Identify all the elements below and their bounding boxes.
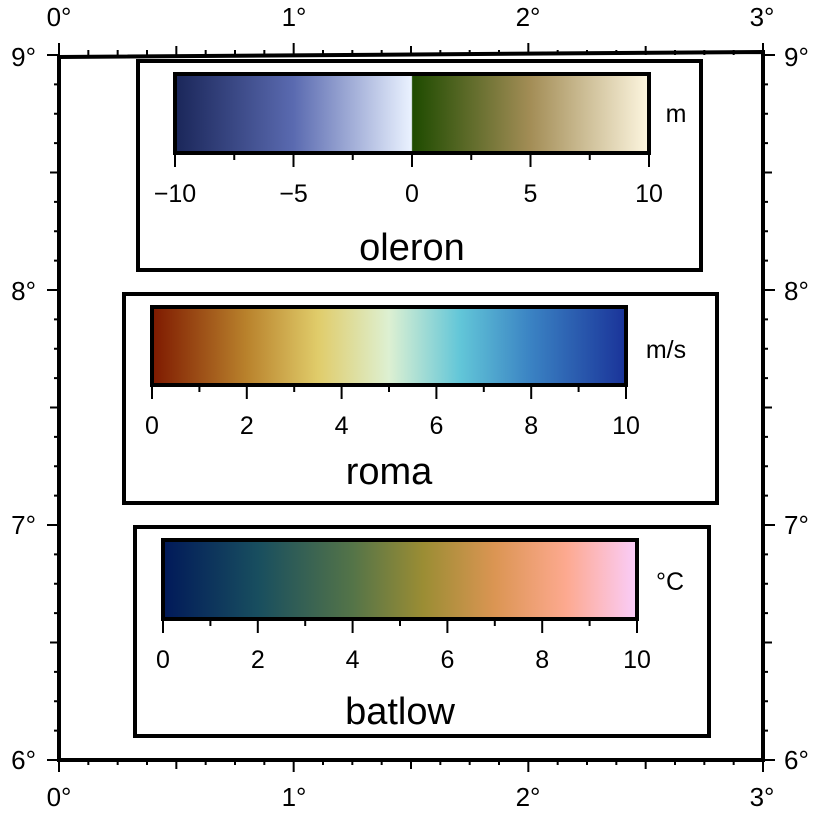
colorbar-title-roma: roma: [346, 451, 433, 493]
lat-label-left: 7°: [11, 510, 36, 540]
colorbar-tick-label: 5: [524, 180, 538, 208]
lon-label-bottom: 2°: [516, 782, 541, 812]
lon-labels-bottom: 0° 1° 2° 3°: [47, 782, 775, 812]
colorbar-title-batlow: batlow: [345, 691, 455, 733]
lat-label-right: 7°: [784, 510, 809, 540]
colorbar-tick-label: 8: [524, 412, 538, 440]
colorbar-tick-label: 10: [612, 412, 640, 440]
lon-labels-top: 0° 1° 2° 3°: [47, 2, 775, 32]
lon-label-top: 1°: [282, 2, 307, 32]
lat-label-right: 9°: [784, 42, 809, 72]
lon-label-bottom: 0°: [47, 782, 72, 812]
colorbar-tick-label: −10: [154, 180, 196, 208]
colorbar-panel-batlow: 0 2 4 6 8 10 °C batlow: [133, 525, 711, 738]
lon-label-top: 2°: [516, 2, 541, 32]
colorbar-title-oleron: oleron: [359, 227, 465, 269]
lat-label-left: 6°: [11, 745, 36, 775]
colorbar-ticks-oleron: [174, 153, 650, 167]
lon-label-bottom: 3°: [750, 782, 775, 812]
lon-label-top: 0°: [47, 2, 72, 32]
colorbar-tick-label: 10: [635, 180, 663, 208]
colorbar-ticks-batlow: [162, 619, 638, 633]
colorbar-tick-label: 0: [405, 180, 419, 208]
colorbar-tick-label: 4: [335, 412, 349, 440]
colorbar-tick-label: 8: [535, 646, 549, 674]
lat-labels-left: 9° 8° 7° 6°: [11, 42, 36, 775]
lon-label-top: 3°: [750, 2, 775, 32]
colorbar-panel-oleron: −10 −5 0 5 10 m oleron: [136, 59, 703, 272]
lat-label-left: 9°: [11, 42, 36, 72]
lon-label-bottom: 1°: [282, 782, 307, 812]
colorbar-roma: [150, 305, 628, 387]
frame-ticks: [47, 43, 775, 772]
colorbar-tick-labels-batlow: 0 2 4 6 8 10: [156, 646, 651, 674]
colorbar-unit-roma: m/s: [646, 336, 686, 364]
colorbar-panel-roma: 0 2 4 6 8 10 m/s roma: [122, 292, 719, 505]
colorbar-unit-oleron: m: [666, 100, 687, 128]
colorbar-tick-label: 10: [623, 646, 651, 674]
colorbar-tick-labels-oleron: −10 −5 0 5 10: [154, 180, 663, 208]
colorbar-ticks-roma: [151, 385, 627, 399]
colorbar-tick-labels-roma: 0 2 4 6 8 10: [145, 412, 640, 440]
lat-label-left: 8°: [11, 276, 36, 306]
colorbar-tick-label: 6: [440, 646, 454, 674]
colorbar-tick-label: 2: [251, 646, 265, 674]
colorbar-tick-label: −5: [279, 180, 308, 208]
lat-label-right: 6°: [784, 745, 809, 775]
colorbar-batlow: [161, 538, 639, 621]
colorbar-oleron: [173, 72, 651, 155]
colorbar-tick-label: 2: [240, 412, 254, 440]
colorbar-tick-label: 4: [346, 646, 360, 674]
colorbar-tick-label: 6: [429, 412, 443, 440]
lat-label-right: 8°: [784, 276, 809, 306]
colorbar-tick-label: 0: [156, 646, 170, 674]
colorbar-unit-batlow: °C: [656, 568, 684, 596]
lat-labels-right: 9° 8° 7° 6°: [784, 42, 809, 775]
colorbar-tick-label: 0: [145, 412, 159, 440]
